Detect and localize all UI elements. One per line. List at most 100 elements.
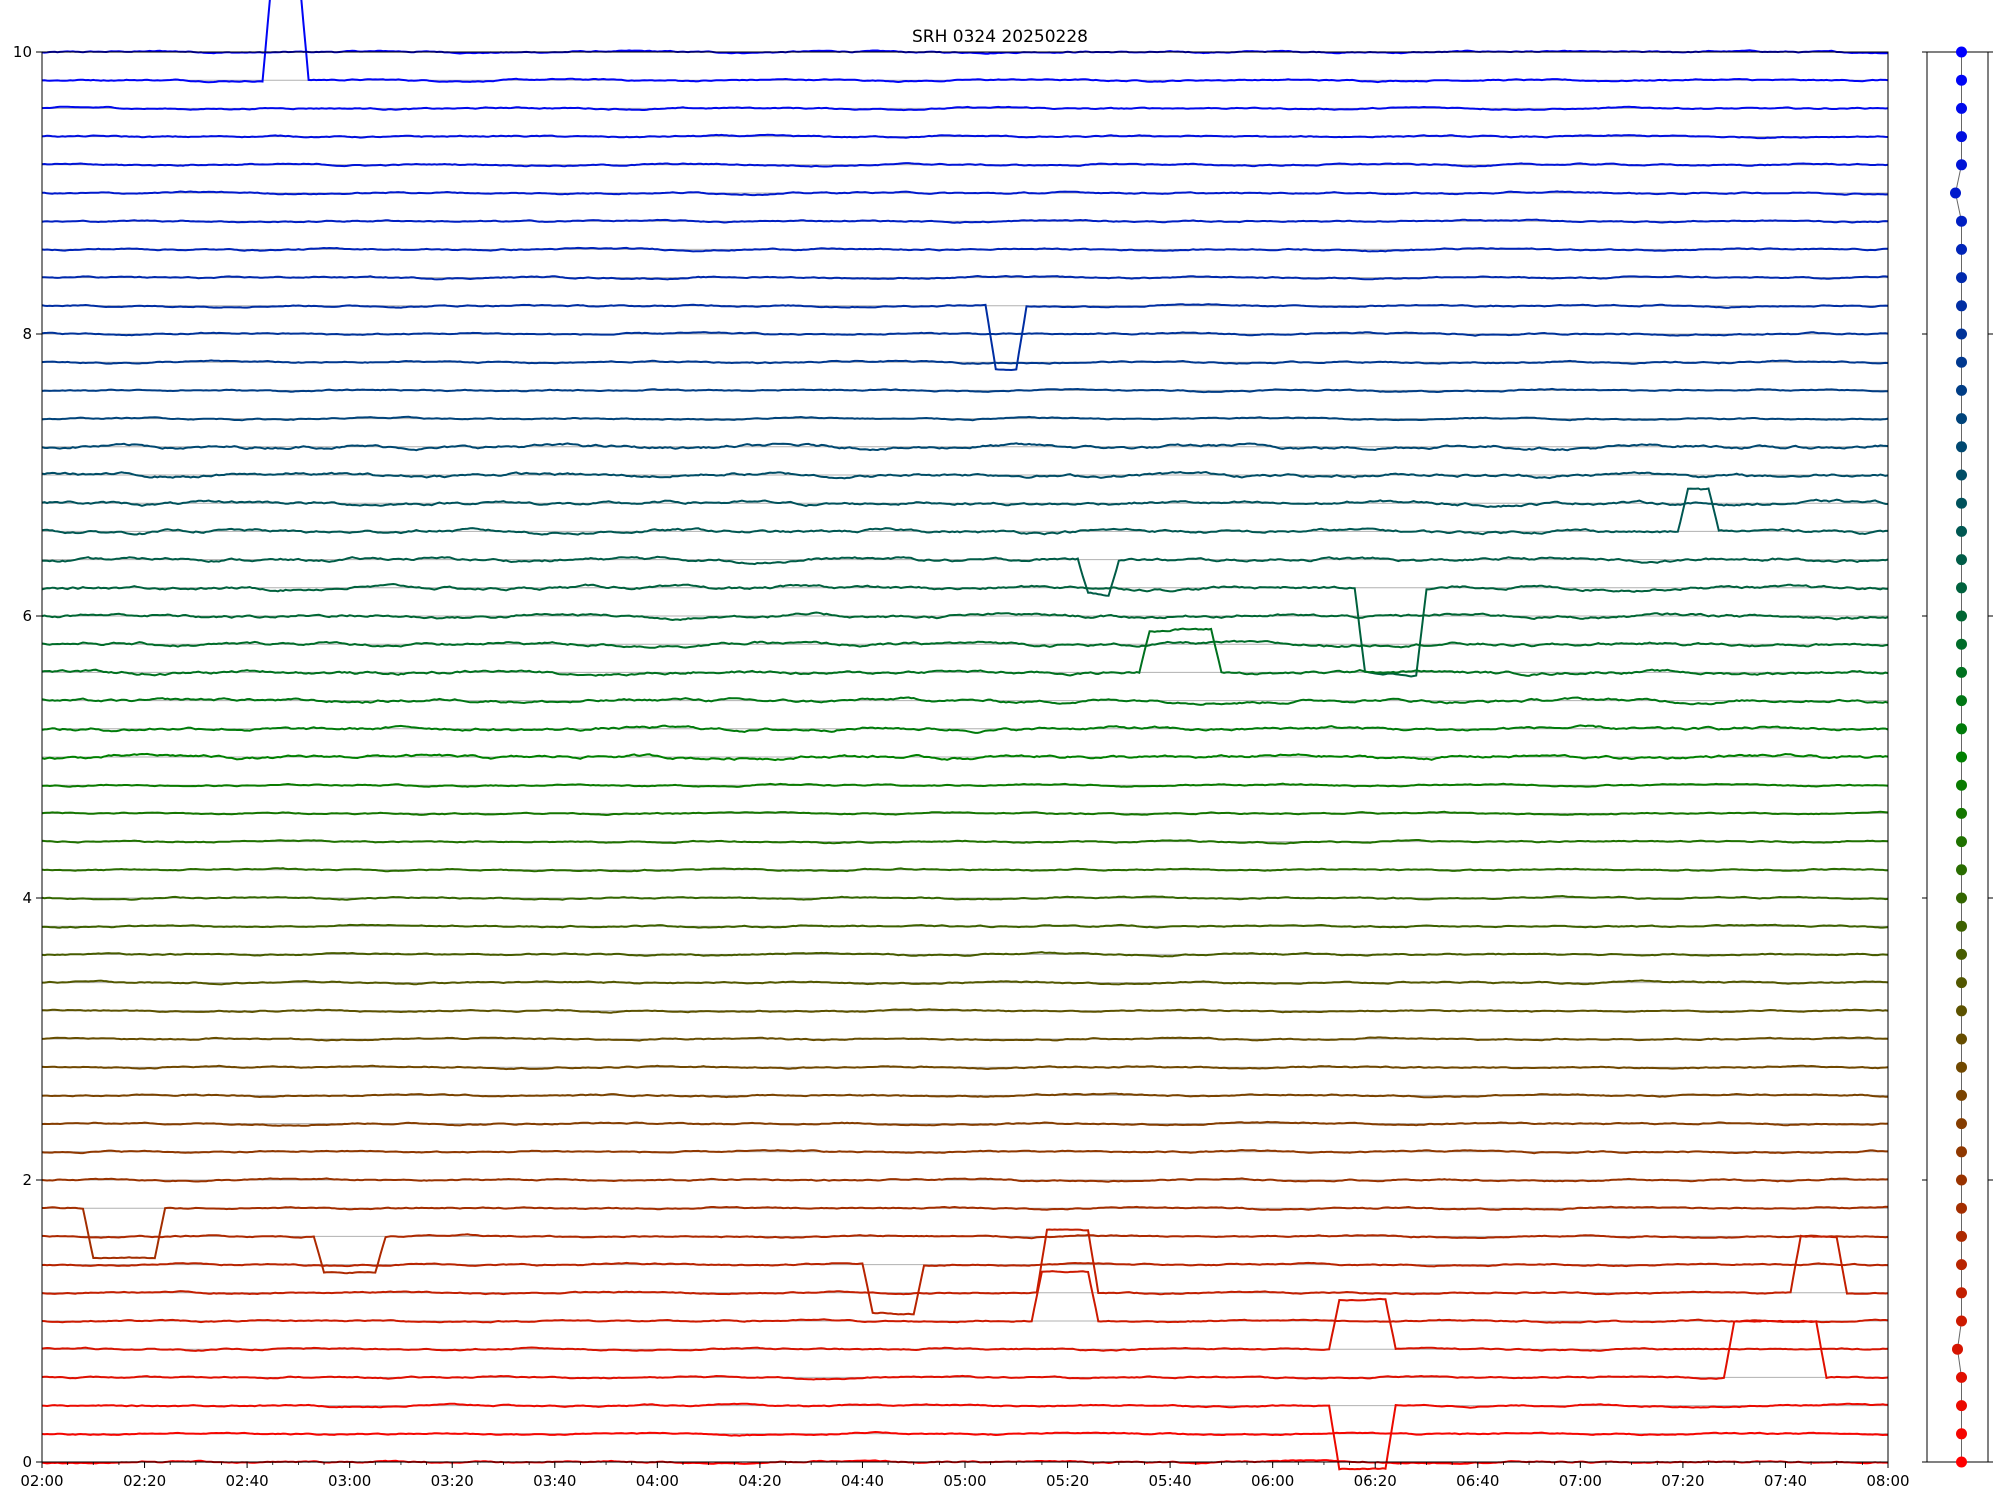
x-tick-label: 02:40 [225, 1472, 268, 1490]
series-line [41, 218, 1889, 224]
series-line [41, 582, 1889, 678]
side-marker [1956, 836, 1967, 848]
y-tick-label: 0 [22, 1453, 32, 1471]
x-tick-label: 04:00 [636, 1472, 679, 1490]
series-line [41, 1270, 1889, 1324]
side-marker [1956, 131, 1967, 143]
side-marker [1956, 864, 1967, 876]
side-marker [1956, 807, 1967, 819]
side-marker [1956, 1089, 1967, 1101]
side-marker [1956, 441, 1967, 453]
side-marker [1956, 723, 1967, 735]
side-panel [1922, 46, 1993, 1468]
side-marker [1956, 1315, 1967, 1327]
side-marker [1952, 1343, 1963, 1355]
series-line [41, 303, 1889, 372]
series-line [41, 1319, 1889, 1381]
side-marker [1956, 413, 1967, 425]
side-marker [1956, 74, 1967, 86]
series-line [41, 359, 1889, 365]
series-line [41, 894, 1889, 901]
series-line [41, 1261, 1889, 1316]
side-marker [1956, 695, 1967, 707]
series-line [41, 415, 1889, 422]
side-marker [1956, 356, 1967, 368]
x-tick-label: 04:40 [841, 1472, 884, 1490]
series-line [41, 0, 1889, 84]
x-tick-label: 06:20 [1354, 1472, 1397, 1490]
series-line [41, 246, 1889, 253]
series-line [41, 1036, 1889, 1042]
side-marker [1956, 469, 1967, 481]
chart-title: SRH 0324 20250228 [912, 27, 1088, 47]
x-tick-label: 02:20 [123, 1472, 166, 1490]
series-line [41, 1297, 1889, 1352]
series-line [41, 1148, 1888, 1155]
series-layer [41, 0, 1889, 1471]
series-line [41, 1402, 1889, 1471]
y-tick-label: 6 [22, 607, 32, 625]
series-line [42, 274, 1889, 281]
side-marker [1956, 215, 1967, 227]
side-marker [1956, 1202, 1967, 1214]
series-line [41, 782, 1889, 788]
side-marker [1956, 948, 1967, 960]
side-marker [1950, 187, 1961, 199]
series-line [41, 611, 1889, 622]
series-line [41, 555, 1889, 597]
side-marker [1956, 892, 1967, 904]
side-marker [1956, 1230, 1967, 1242]
side-marker [1956, 1061, 1967, 1073]
side-marker [1956, 977, 1967, 989]
series-line [41, 810, 1889, 817]
x-tick-label: 06:40 [1456, 1472, 1499, 1490]
side-marker [1956, 666, 1967, 678]
side-marker [1956, 1146, 1967, 1158]
series-line [41, 696, 1889, 706]
side-marker [1956, 243, 1967, 255]
side-marker [1956, 1259, 1967, 1271]
series-line [41, 951, 1889, 958]
x-tick-label: 07:20 [1661, 1472, 1704, 1490]
series-line [41, 1177, 1889, 1183]
side-marker [1956, 300, 1967, 312]
series-line [41, 331, 1889, 337]
series-line [41, 1008, 1889, 1014]
y-tick-label: 10 [13, 43, 32, 61]
side-marker [1956, 1456, 1967, 1468]
x-tick-label: 05:00 [943, 1472, 986, 1490]
series-line [41, 839, 1889, 845]
x-tick-label: 03:40 [533, 1472, 576, 1490]
side-marker [1956, 920, 1967, 932]
series-line [41, 487, 1888, 536]
y-tick-label: 8 [22, 325, 32, 343]
side-marker [1956, 554, 1967, 566]
y-tick-label: 2 [22, 1171, 32, 1189]
side-marker [1956, 525, 1967, 537]
x-tick-label: 05:20 [1046, 1472, 1089, 1490]
side-marker [1956, 46, 1967, 58]
side-marker [1956, 779, 1967, 791]
x-tick-label: 07:40 [1764, 1472, 1807, 1490]
x-tick-label: 02:00 [20, 1472, 63, 1490]
series-line [41, 162, 1889, 168]
x-tick-label: 04:20 [738, 1472, 781, 1490]
series-line [41, 923, 1889, 929]
y-tick-label: 4 [22, 889, 32, 907]
side-marker [1956, 1287, 1967, 1299]
series-line [41, 724, 1889, 734]
series-line [41, 639, 1889, 649]
side-marker [1956, 272, 1967, 284]
side-marker [1956, 1118, 1967, 1130]
series-line [42, 1205, 1889, 1260]
series-line [41, 1430, 1889, 1437]
series-line [41, 627, 1889, 677]
series-line [41, 1228, 1889, 1296]
series-line [42, 190, 1889, 197]
series-line [41, 867, 1889, 873]
series-line [41, 442, 1889, 452]
side-marker [1956, 159, 1967, 171]
side-marker [1956, 328, 1967, 340]
